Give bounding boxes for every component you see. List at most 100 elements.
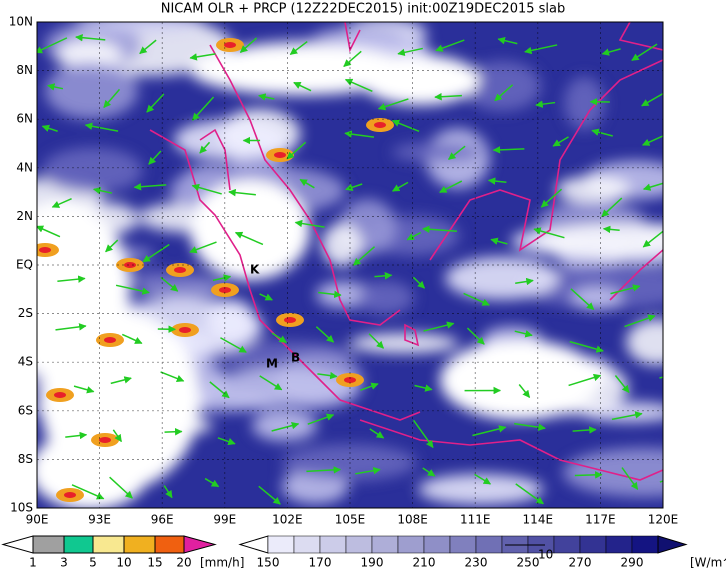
colorbar-box <box>123 535 156 554</box>
rain-cell <box>284 317 296 323</box>
wind-arrow <box>474 473 492 485</box>
place-label: K <box>250 263 260 277</box>
wind-arrow <box>472 425 507 437</box>
cloud <box>321 223 363 267</box>
cloud <box>45 62 138 120</box>
wind-arrow <box>514 330 533 338</box>
lat-label: 4S <box>18 355 33 369</box>
cloud <box>349 333 459 354</box>
wind-arrow <box>191 183 222 195</box>
rain-cell <box>344 377 356 383</box>
wind-arrow <box>289 40 308 56</box>
colorbar-label: 270 <box>569 556 592 570</box>
colorbar-box <box>631 535 659 554</box>
wind-arrow <box>228 188 256 197</box>
cloud <box>570 286 623 310</box>
wind-arrow <box>139 39 157 55</box>
wind-arrow <box>515 483 544 505</box>
wind-arrow <box>518 384 531 399</box>
wind-arrow <box>92 186 113 195</box>
wind-arrow <box>360 382 379 391</box>
cloud <box>360 55 480 105</box>
lon-label: 93E <box>88 513 111 527</box>
wind-arrow <box>515 277 534 286</box>
wind-arrow <box>568 373 602 387</box>
lon-label: 90E <box>26 513 49 527</box>
colorbar-label: 150 <box>257 556 280 570</box>
cloud <box>555 176 631 203</box>
lat-label: 8N <box>16 63 33 77</box>
colorbar-box <box>293 535 321 554</box>
wind-arrow <box>51 198 72 208</box>
wind-arrow <box>355 466 381 475</box>
wind-arrow <box>423 321 455 332</box>
colorbar-box <box>92 535 125 554</box>
lon-label: 99E <box>213 513 236 527</box>
wind-arrow <box>163 485 173 499</box>
wind-arrow <box>294 219 325 228</box>
lon-label: 108E <box>397 513 428 527</box>
cloud <box>440 340 600 420</box>
cloud <box>418 474 544 505</box>
wind-arrow <box>84 122 119 132</box>
colorbar-label: 20 <box>176 556 191 570</box>
colorbar-box <box>267 535 295 554</box>
colorbar-label: 1 <box>29 556 37 570</box>
wind-arrow <box>533 227 565 239</box>
colorbar-label: 170 <box>309 556 332 570</box>
colorbar-box <box>32 535 65 554</box>
wind-arrow <box>374 272 393 280</box>
wind-arrow <box>352 246 376 266</box>
wind-arrow <box>37 225 61 238</box>
wind-arrow <box>47 83 64 91</box>
wind-arrow <box>258 485 281 505</box>
wind-arrow <box>286 141 307 160</box>
wind-arrow <box>514 422 546 431</box>
wind-arrow <box>414 384 433 392</box>
wind-arrow <box>631 43 658 62</box>
colorbar-label: 5 <box>89 556 97 570</box>
wind-arrow <box>570 288 595 311</box>
wind-arrow <box>71 484 105 500</box>
wind-arrow <box>75 33 106 42</box>
wind-arrow <box>189 241 217 254</box>
wind-arrow <box>574 471 603 479</box>
wind-arrow <box>377 98 409 111</box>
wind-arrow <box>494 84 514 102</box>
wind-arrow <box>317 371 338 380</box>
cloud <box>76 22 204 33</box>
wind-arrow <box>110 376 132 385</box>
cloud <box>55 40 122 70</box>
wind-arrow <box>164 427 183 436</box>
wind-arrow <box>463 292 490 306</box>
colorbar-label: 210 <box>413 556 436 570</box>
wind-arrow <box>133 183 167 191</box>
colorbar-box <box>397 535 425 554</box>
colorbar-box <box>345 535 373 554</box>
colorbar-label: 10 <box>116 556 131 570</box>
wind-arrow <box>345 183 363 191</box>
rain-cell <box>274 152 286 158</box>
wind-arrow <box>466 327 485 345</box>
wind-arrow <box>41 124 58 132</box>
wind-arrow <box>189 53 216 61</box>
wind-arrow <box>621 467 639 490</box>
wind-arrow <box>212 274 232 282</box>
lat-label: 4N <box>16 160 33 174</box>
map-frame <box>36 21 664 509</box>
lat-label: 2S <box>18 306 33 320</box>
colorbar-box <box>154 535 185 554</box>
wind-arrow <box>148 150 162 165</box>
map <box>37 22 663 508</box>
cloud <box>562 448 663 497</box>
rain-cell <box>99 437 111 443</box>
wind-arrow <box>611 411 643 421</box>
wind-arrow <box>391 119 420 132</box>
rain-cell <box>179 327 191 333</box>
lat-label: 6S <box>18 403 33 417</box>
wind-arrow <box>318 290 342 299</box>
lon-label: 96E <box>151 513 174 527</box>
colorbar-label: 230 <box>465 556 488 570</box>
wind-arrow <box>109 476 133 499</box>
wind-arrow <box>614 375 630 394</box>
